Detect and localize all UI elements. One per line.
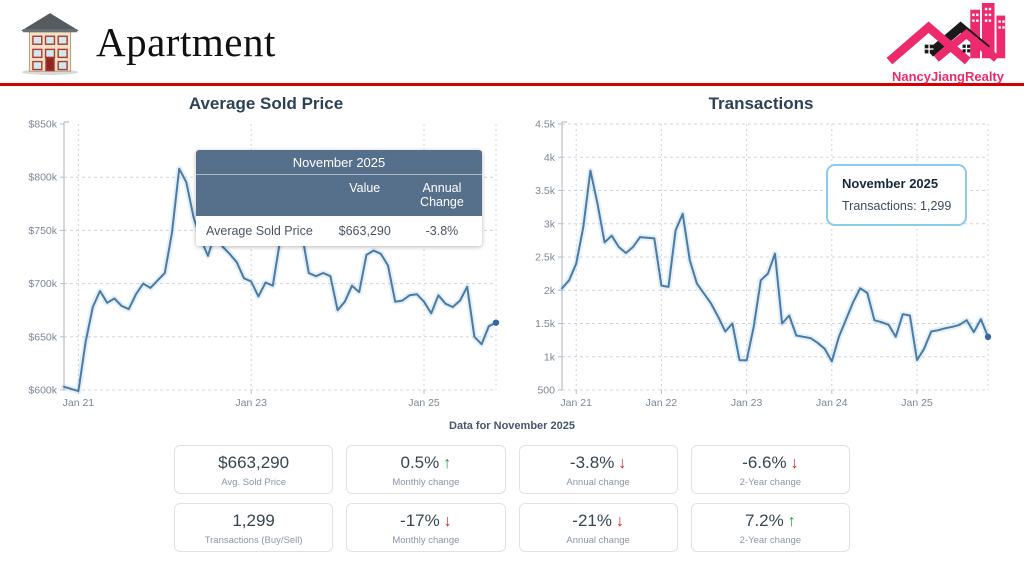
- tooltip-series-label: Average Sold Price: [206, 224, 313, 238]
- stat-value: -3.8% ↓: [569, 453, 627, 472]
- stat-label: Avg. Sold Price: [221, 477, 287, 488]
- svg-text:Jan 25: Jan 25: [901, 397, 933, 409]
- stat-value: -6.6% ↓: [742, 453, 799, 472]
- tooltip-annual-change: -3.8%: [425, 224, 459, 238]
- stat-card: 1,299 Transactions (Buy/Sell): [174, 503, 334, 552]
- trend-down-icon: ↓: [790, 455, 799, 472]
- svg-text:1k: 1k: [544, 351, 556, 363]
- brand-logo: NancyJiangRealty: [882, 2, 1014, 84]
- stat-value: -21% ↓: [572, 511, 624, 530]
- tooltip-col-value: Value: [349, 181, 381, 195]
- stat-value: -17% ↓: [400, 511, 452, 530]
- svg-text:$600k: $600k: [28, 385, 57, 397]
- apartment-building-icon: [20, 12, 80, 75]
- tooltip-col-annual-change: Annual Change: [420, 181, 464, 209]
- svg-text:Jan 24: Jan 24: [816, 397, 848, 409]
- stat-label: 2-Year change: [739, 477, 802, 488]
- svg-text:2.5k: 2.5k: [535, 252, 556, 264]
- svg-text:500: 500: [537, 385, 555, 397]
- trend-up-icon: ↑: [443, 455, 452, 472]
- stats-row-price: $663,290 Avg. Sold Price 0.5% ↑ Monthly chan…: [174, 445, 850, 494]
- stat-card: 0.5% ↑ Monthly change: [346, 445, 506, 494]
- transactions-plot-area[interactable]: 500 1k 1.5k 2k 2.5k 3k 3.5k 4k 4.5k Jan 21 Jan 22 J…: [524, 116, 998, 416]
- svg-text:$850k: $850k: [28, 119, 57, 131]
- stat-card: -17% ↓ Monthly change: [346, 503, 506, 552]
- svg-text:Jan 21: Jan 21: [63, 397, 95, 409]
- stat-label: Transactions (Buy/Sell): [204, 535, 303, 546]
- trend-down-icon: ↓: [615, 513, 624, 530]
- avg-sold-price-tooltip: November 2025 Value Annual Change Averag…: [196, 150, 482, 246]
- svg-text:$700k: $700k: [28, 278, 57, 290]
- transactions-chart-title: Transactions: [708, 94, 814, 113]
- svg-text:$750k: $750k: [28, 225, 57, 237]
- stat-card: 7.2% ↑ 2-Year change: [690, 503, 850, 552]
- stat-label: Monthly change: [392, 477, 460, 488]
- tooltip-period: November 2025: [196, 150, 482, 175]
- stat-label: Annual change: [566, 535, 630, 546]
- svg-text:3.5k: 3.5k: [535, 185, 556, 197]
- stat-label: Monthly change: [392, 535, 460, 546]
- data-period-note: Data for November 2025: [449, 420, 575, 432]
- header: Apartment: [0, 0, 1024, 86]
- current-month-data-point[interactable]: [492, 319, 500, 326]
- trend-down-icon: ↓: [443, 513, 452, 530]
- svg-text:4k: 4k: [544, 152, 556, 164]
- svg-text:3k: 3k: [544, 218, 556, 230]
- svg-text:Jan 25: Jan 25: [408, 397, 440, 409]
- summary-stats: $663,290 Avg. Sold Price 0.5% ↑ Monthly chan…: [174, 445, 850, 552]
- svg-text:Jan 23: Jan 23: [731, 397, 763, 409]
- stat-value: 1,299: [232, 511, 275, 530]
- stat-label: 2-Year change: [739, 535, 802, 546]
- tooltip-value: $663,290: [338, 224, 391, 238]
- stat-card: $663,290 Avg. Sold Price: [174, 445, 334, 494]
- svg-text:Jan 22: Jan 22: [646, 397, 678, 409]
- stat-value: $663,290: [218, 453, 290, 472]
- svg-text:1.5k: 1.5k: [535, 318, 556, 330]
- stat-card: -21% ↓ Annual change: [518, 503, 678, 552]
- avg-sold-price-plot-area[interactable]: $600k $650k $700k $750k $800k $850k Jan 21 Jan …: [26, 116, 506, 416]
- svg-text:Jan 23: Jan 23: [235, 397, 267, 409]
- tooltip-period: November 2025: [842, 176, 939, 191]
- svg-text:$650k: $650k: [28, 331, 57, 343]
- trend-down-icon: ↓: [618, 455, 627, 472]
- stat-label: Annual change: [566, 477, 630, 488]
- tooltip-transactions-value: Transactions: 1,299: [842, 199, 952, 213]
- stat-value: 0.5% ↑: [400, 453, 452, 472]
- stats-row-transactions: 1,299 Transactions (Buy/Sell) -17% ↓ Monthly…: [174, 503, 850, 552]
- svg-text:4.5k: 4.5k: [535, 119, 556, 131]
- transactions-chart: Transactions 500 1k 1.5k 2k 2.5k 3k 3.5k 4k 4.5k…: [524, 94, 998, 416]
- page-title: Apartment: [96, 18, 276, 65]
- svg-text:2k: 2k: [544, 285, 556, 297]
- trend-up-icon: ↑: [787, 513, 796, 530]
- avg-sold-price-chart-title: Average Sold Price: [188, 94, 344, 113]
- stat-value: 7.2% ↑: [745, 511, 796, 530]
- svg-text:$800k: $800k: [28, 172, 57, 184]
- transactions-tooltip: November 2025 Transactions: 1,299: [826, 164, 968, 226]
- brand-logo-text: NancyJiangRealty: [892, 69, 1004, 84]
- charts-section: Average Sold Price $600k $650k $700k $750k $…: [0, 94, 1024, 416]
- svg-text:Jan 21: Jan 21: [560, 397, 592, 409]
- avg-sold-price-chart: Average Sold Price $600k $650k $700k $750k $…: [26, 94, 506, 416]
- stat-card: -3.8% ↓ Annual change: [518, 445, 678, 494]
- current-month-data-point[interactable]: [984, 333, 992, 341]
- stat-card: -6.6% ↓ 2-Year change: [690, 445, 850, 494]
- brand-logo-graphic: [886, 2, 1006, 65]
